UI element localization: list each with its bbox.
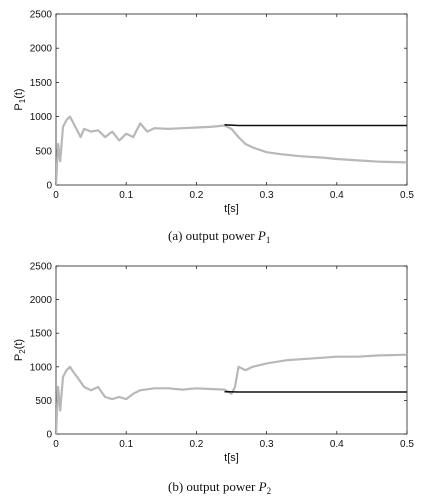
y-tick-label: 2500 [30, 10, 53, 21]
chart-panel-2: 0 0.1 0.2 0.3 0.4 0.5 0 500 1000 1500 2000 2500 t[s]… [13, 262, 414, 497]
figure-caption: (a) output power P1 [168, 228, 270, 245]
x-tick-label: 0 [53, 190, 59, 201]
x-axis-label: t[s] [224, 203, 239, 215]
y-tick-label: 0 [46, 430, 52, 441]
x-tick-label: 0 [53, 439, 59, 450]
series-line-gray [56, 353, 407, 434]
x-tick-label: 0.1 [119, 439, 133, 450]
y-tick-label: 2000 [30, 295, 53, 306]
y-tick-label: 2500 [30, 262, 53, 273]
x-tick-label: 0.2 [189, 190, 203, 201]
x-tick-label: 0.4 [330, 439, 344, 450]
y-tick-label: 500 [35, 146, 52, 157]
y-axis-label: P2(t) [13, 339, 27, 361]
series-line-gray [56, 115, 407, 185]
y-axis-label: P1(t) [13, 88, 27, 110]
x-tick-label: 0.5 [400, 190, 414, 201]
y-tick-label: 0 [46, 181, 52, 192]
x-tick-label: 0.3 [260, 439, 274, 450]
y-tick-label: 1000 [30, 362, 53, 373]
y-tick-label: 1500 [30, 78, 53, 89]
y-tick-label: 1000 [30, 112, 53, 123]
plot-frame [55, 265, 408, 435]
x-tick-label: 0.1 [119, 190, 133, 201]
x-tick-label: 0.5 [400, 439, 414, 450]
chart-panel-1: 0 0.1 0.2 0.3 0.4 0.5 0 500 1000 1500 2000 2500 t[s]… [13, 10, 414, 246]
x-axis-label: t[s] [224, 452, 239, 464]
series-line-black [224, 124, 407, 127]
y-tick-label: 1500 [30, 329, 53, 340]
y-tick-label: 500 [35, 396, 52, 407]
y-tick-label: 2000 [30, 44, 53, 55]
x-tick-label: 0.4 [330, 190, 344, 201]
figure-caption: (b) output power P2 [168, 479, 271, 496]
plot-frame [55, 13, 408, 186]
x-tick-label: 0.3 [260, 190, 274, 201]
x-tick-label: 0.2 [189, 439, 203, 450]
